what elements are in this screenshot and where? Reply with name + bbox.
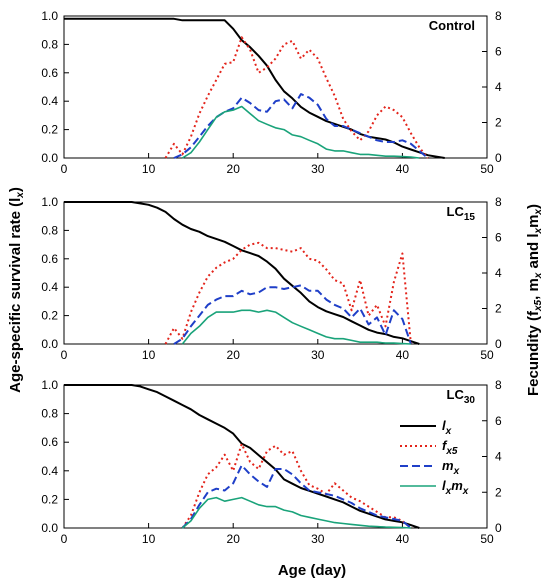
right-y-tick-label: 2: [495, 302, 502, 316]
left-y-tick-label: 1.0: [41, 9, 58, 23]
series-line-mx: [173, 284, 412, 345]
x-tick-label: 0: [61, 162, 68, 176]
left-y-tick-label: 0.6: [41, 252, 58, 266]
panel-1: 0 10 20 30 40 50 0.0 0.2 0.4 0.6 0.8 1.0 0 2 4 6 8 Contro…: [41, 9, 502, 176]
x-tick-label: 30: [311, 162, 325, 176]
left-y-tick-label: 0.2: [41, 123, 58, 137]
series-line-lx: [64, 384, 420, 529]
left-y-tick-label: 0.8: [41, 223, 58, 237]
right-y-tick-label: 0: [495, 337, 502, 351]
left-y-tick-label: 0.0: [41, 337, 58, 351]
left-y-tick-label: 0.8: [41, 407, 58, 421]
series-line-mx: [181, 464, 412, 529]
series-line-fx5: [164, 241, 412, 345]
panel-2: 0 10 20 30 40 50 0.0 0.2 0.4 0.6 0.8 1.0 0 2 4 6 8 LC15: [41, 195, 502, 362]
x-tick-label: 10: [142, 532, 156, 546]
panel-label: Control: [429, 18, 475, 33]
left-y-tick-label: 0.8: [41, 37, 58, 51]
x-tick-label: 0: [61, 348, 68, 362]
left-y-tick-label: 0.2: [41, 492, 58, 506]
left-y-tick-label: 1.0: [41, 195, 58, 209]
x-axis-title: Age (day): [278, 562, 346, 579]
left-y-tick-label: 0.2: [41, 309, 58, 323]
panel-3: 0 10 20 30 40 50 0.0 0.2 0.4 0.6 0.8 1.0 0 2 4 6 8 LC30: [41, 378, 502, 546]
right-y-tick-label: 8: [495, 378, 502, 392]
series-line-fx5: [181, 443, 412, 529]
x-tick-label: 0: [61, 532, 68, 546]
left-y-tick-label: 0.4: [41, 464, 58, 478]
panel-label: LC15: [447, 204, 476, 223]
x-tick-label: 40: [396, 162, 410, 176]
right-y-axis-title: Fecundity (fx5​, mx​ and lx​mx​): [525, 204, 544, 396]
right-y-tick-label: 4: [495, 450, 502, 464]
x-tick-label: 20: [227, 348, 241, 362]
right-y-tick-label: 6: [495, 45, 502, 59]
x-tick-label: 50: [480, 348, 494, 362]
left-y-axis-title: Age-specific survival rate (lx​): [7, 187, 26, 393]
series-line-lx: [64, 17, 445, 159]
right-y-tick-label: 4: [495, 80, 502, 94]
right-y-tick-label: 0: [495, 521, 502, 535]
x-tick-label: 40: [396, 348, 410, 362]
x-tick-label: 10: [142, 348, 156, 362]
panel-label: LC30: [447, 387, 476, 406]
x-tick-label: 50: [480, 162, 494, 176]
series-line-lxmx: [181, 105, 420, 159]
left-y-tick-label: 0.6: [41, 66, 58, 80]
left-y-tick-label: 0.0: [41, 151, 58, 165]
right-y-tick-label: 6: [495, 414, 502, 428]
right-y-tick-label: 2: [495, 485, 502, 499]
series-line-lxmx: [181, 496, 411, 529]
x-tick-label: 20: [227, 162, 241, 176]
legend-label-fx5: fx5: [442, 438, 458, 457]
right-y-tick-label: 0: [495, 151, 502, 165]
right-y-tick-label: 4: [495, 266, 502, 280]
right-y-tick-label: 6: [495, 231, 502, 245]
series-line-mx: [173, 93, 429, 159]
left-y-tick-label: 1.0: [41, 378, 58, 392]
series-line-lxmx: [181, 309, 411, 345]
left-y-tick-label: 0.4: [41, 280, 58, 294]
plot-frame: [63, 201, 488, 345]
x-tick-label: 20: [227, 532, 241, 546]
left-y-tick-label: 0.0: [41, 521, 58, 535]
right-y-tick-label: 2: [495, 116, 502, 130]
x-tick-label: 30: [311, 348, 325, 362]
x-tick-label: 30: [311, 532, 325, 546]
legend-label-lxmx: lxmx: [442, 478, 469, 497]
legend-label-mx: mx: [442, 458, 460, 477]
series-line-lx: [64, 201, 420, 345]
series-line-fx5: [164, 36, 429, 159]
x-tick-label: 50: [480, 532, 494, 546]
x-tick-label: 40: [396, 532, 410, 546]
left-y-tick-label: 0.4: [41, 94, 58, 108]
legend-label-lx: lx: [442, 418, 452, 437]
right-y-tick-label: 8: [495, 9, 502, 23]
right-y-tick-label: 8: [495, 195, 502, 209]
x-tick-label: 10: [142, 162, 156, 176]
plot-frame: [63, 15, 488, 159]
left-y-tick-label: 0.6: [41, 435, 58, 449]
